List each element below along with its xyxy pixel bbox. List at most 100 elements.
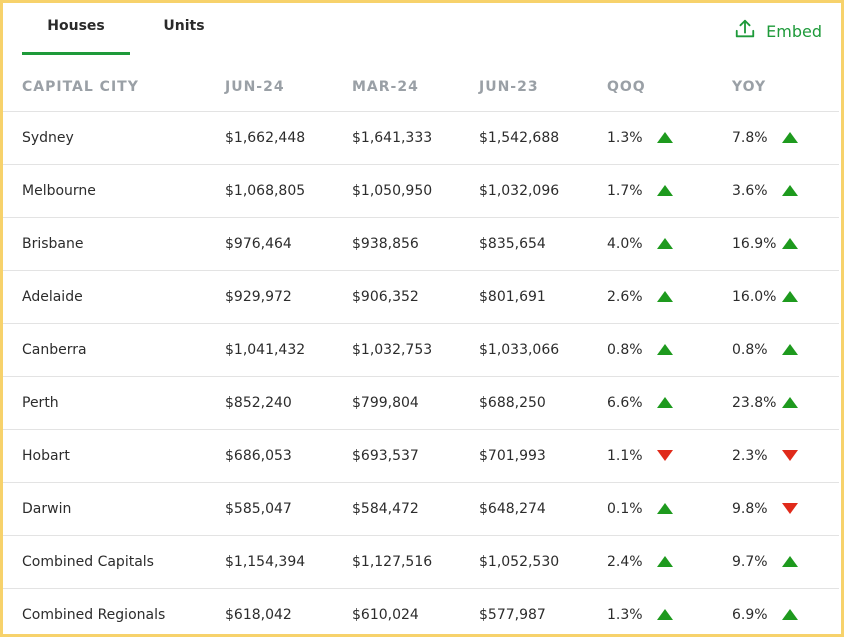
tab-houses[interactable]: Houses — [22, 3, 130, 58]
jun-24-cell: $1,154,394 — [225, 535, 352, 589]
qoq-cell: 1.3% — [607, 111, 732, 165]
header-yoy[interactable]: YOY — [732, 63, 839, 112]
mar-24-cell: $693,537 — [352, 429, 479, 483]
table-row: Brisbane $976,464 $938,856 $835,654 4.0% 16.9… — [3, 217, 839, 271]
triangle-down-icon — [782, 503, 798, 514]
upload-icon — [734, 18, 756, 44]
triangle-up-icon — [782, 291, 798, 302]
triangle-up-icon — [782, 397, 798, 408]
qoq-value: 2.6% — [607, 288, 643, 305]
city-cell: Darwin — [3, 482, 225, 536]
triangle-up-icon — [657, 185, 673, 196]
jun-23-cell: $577,987 — [479, 588, 607, 634]
jun-23-cell: $1,032,096 — [479, 164, 607, 218]
table-row: Combined Regionals $618,042 $610,024 $577,9… — [3, 588, 839, 634]
qoq-cell: 2.6% — [607, 270, 732, 324]
yoy-value: 9.8% — [732, 500, 768, 517]
qoq-cell: 6.6% — [607, 376, 732, 430]
qoq-value: 1.3% — [607, 606, 643, 623]
qoq-cell: 1.3% — [607, 588, 732, 634]
yoy-cell: 0.8% — [732, 323, 839, 377]
triangle-up-icon — [782, 238, 798, 249]
qoq-cell: 2.4% — [607, 535, 732, 589]
qoq-value: 4.0% — [607, 235, 643, 252]
table-row: Canberra $1,041,432 $1,032,753 $1,033,066 0.… — [3, 323, 839, 377]
yoy-cell: 2.3% — [732, 429, 839, 483]
triangle-up-icon — [782, 609, 798, 620]
jun-24-cell: $618,042 — [225, 588, 352, 634]
triangle-down-icon — [657, 450, 673, 461]
embed-button[interactable]: Embed — [734, 18, 822, 44]
qoq-value: 1.7% — [607, 182, 643, 199]
yoy-cell: 16.9% — [732, 217, 839, 271]
table-row: Adelaide $929,972 $906,352 $801,691 2.6% 16.0… — [3, 270, 839, 324]
jun-23-cell: $1,542,688 — [479, 111, 607, 165]
qoq-value: 0.8% — [607, 341, 643, 358]
city-cell: Perth — [3, 376, 225, 430]
header-qoq[interactable]: QOQ — [607, 63, 732, 112]
yoy-cell: 23.8% — [732, 376, 839, 430]
yoy-cell: 7.8% — [732, 111, 839, 165]
triangle-up-icon — [657, 503, 673, 514]
city-cell: Combined Regionals — [3, 588, 225, 634]
jun-24-cell: $686,053 — [225, 429, 352, 483]
qoq-cell: 1.7% — [607, 164, 732, 218]
yoy-cell: 9.8% — [732, 482, 839, 536]
qoq-value: 2.4% — [607, 553, 643, 570]
jun-23-cell: $1,052,530 — [479, 535, 607, 589]
table-row: Perth $852,240 $799,804 $688,250 6.6% 23.8% — [3, 376, 839, 430]
yoy-value: 7.8% — [732, 129, 768, 146]
triangle-up-icon — [657, 238, 673, 249]
jun-24-cell: $585,047 — [225, 482, 352, 536]
tab-bar: Houses Units — [22, 3, 238, 58]
table-row: Darwin $585,047 $584,472 $648,274 0.1% 9.8% — [3, 482, 839, 536]
table-header-row: CAPITAL CITY JUN-24 MAR-24 JUN-23 QOQ YO… — [3, 63, 839, 112]
yoy-cell: 9.7% — [732, 535, 839, 589]
tab-units[interactable]: Units — [163, 18, 205, 34]
city-cell: Canberra — [3, 323, 225, 377]
jun-24-cell: $1,662,448 — [225, 111, 352, 165]
yoy-value: 3.6% — [732, 182, 768, 199]
qoq-value: 6.6% — [607, 394, 643, 411]
mar-24-cell: $906,352 — [352, 270, 479, 324]
triangle-down-icon — [782, 450, 798, 461]
jun-24-cell: $852,240 — [225, 376, 352, 430]
triangle-up-icon — [782, 132, 798, 143]
jun-23-cell: $688,250 — [479, 376, 607, 430]
qoq-value: 0.1% — [607, 500, 643, 517]
city-cell: Adelaide — [3, 270, 225, 324]
jun-23-cell: $648,274 — [479, 482, 607, 536]
qoq-cell: 4.0% — [607, 217, 732, 271]
mar-24-cell: $1,032,753 — [352, 323, 479, 377]
header-capital-city[interactable]: CAPITAL CITY — [3, 63, 225, 112]
qoq-cell: 0.8% — [607, 323, 732, 377]
city-cell: Hobart — [3, 429, 225, 483]
city-cell: Sydney — [3, 111, 225, 165]
triangle-up-icon — [657, 291, 673, 302]
table-widget: Houses Units Embed CAPITAL CITY JUN-24 M… — [3, 3, 841, 634]
city-cell: Brisbane — [3, 217, 225, 271]
jun-24-cell: $929,972 — [225, 270, 352, 324]
triangle-up-icon — [657, 397, 673, 408]
triangle-up-icon — [782, 185, 798, 196]
triangle-up-icon — [657, 344, 673, 355]
yoy-value: 23.8% — [732, 394, 777, 411]
header-jun-23[interactable]: JUN-23 — [479, 63, 607, 112]
header-jun-24[interactable]: JUN-24 — [225, 63, 352, 112]
table-row: Hobart $686,053 $693,537 $701,993 1.1% 2.3% — [3, 429, 839, 483]
triangle-up-icon — [657, 132, 673, 143]
header-mar-24[interactable]: MAR-24 — [352, 63, 479, 112]
mar-24-cell: $610,024 — [352, 588, 479, 634]
triangle-up-icon — [782, 344, 798, 355]
jun-23-cell: $1,033,066 — [479, 323, 607, 377]
mar-24-cell: $799,804 — [352, 376, 479, 430]
jun-23-cell: $801,691 — [479, 270, 607, 324]
yoy-cell: 6.9% — [732, 588, 839, 634]
mar-24-cell: $1,127,516 — [352, 535, 479, 589]
triangle-up-icon — [782, 556, 798, 567]
yoy-value: 16.9% — [732, 235, 777, 252]
yoy-value: 9.7% — [732, 553, 768, 570]
jun-24-cell: $1,068,805 — [225, 164, 352, 218]
qoq-value: 1.1% — [607, 447, 643, 464]
embed-label: Embed — [766, 21, 822, 41]
